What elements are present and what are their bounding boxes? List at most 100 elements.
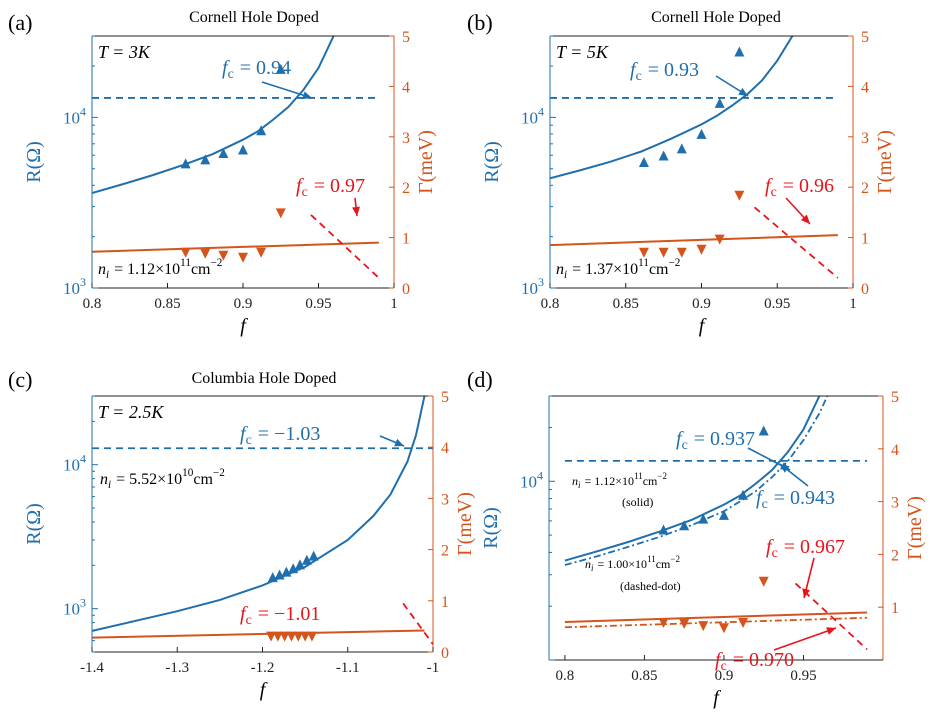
- fc-blue-label: fc = 0.93: [630, 59, 699, 84]
- n: n: [572, 474, 578, 488]
- gamma-critical-line: [310, 214, 380, 279]
- panel-label: (d): [467, 367, 493, 392]
- x-axis-label: f: [699, 315, 707, 337]
- fc-red-label-f: f: [766, 536, 774, 558]
- x-tick-label: 0.9: [715, 668, 734, 684]
- resistance-point: [658, 150, 669, 161]
- y-left-axis-label: R(Ω): [23, 503, 45, 545]
- resistance-point: [275, 63, 286, 74]
- sub: i: [591, 563, 594, 573]
- density-label: ni = 5.52×1010cm−2: [100, 467, 225, 491]
- tick-exp: 4: [538, 104, 544, 118]
- gamma-point: [306, 631, 317, 642]
- density-label-unit: cm: [193, 471, 213, 488]
- resistance-point: [718, 509, 729, 520]
- fc-blue-label-f: f: [630, 59, 638, 81]
- density-label-n: n: [98, 261, 106, 278]
- exp: 11: [634, 471, 643, 481]
- fc-red2-arrow-head: [826, 627, 836, 635]
- resistance-point: [758, 425, 769, 436]
- density-label-unit-exp: −2: [210, 257, 222, 269]
- y-right-tick-label: 5: [861, 29, 869, 46]
- density-label-sub: i: [108, 479, 111, 491]
- unit-exp: −2: [657, 471, 667, 481]
- resistance-fit-line: [92, 396, 426, 632]
- x-tick-label: -1.1: [336, 660, 360, 676]
- fc-red2-label: fc = 0.970: [715, 649, 794, 674]
- chart-title: Columbia Hole Doped: [192, 370, 337, 387]
- x-axis-label: f: [713, 687, 721, 709]
- gamma-fit-dashdot-line: [564, 616, 868, 629]
- density-label-exp: 11: [180, 257, 191, 269]
- gamma-fit-line: [564, 611, 868, 623]
- fc-red-label: fc = −1.01: [240, 603, 320, 628]
- data-layer: [92, 36, 379, 263]
- density-label: ni = 1.12×1011cm−2: [98, 257, 222, 281]
- tick-base: 10: [521, 108, 538, 127]
- resistance-point: [256, 125, 267, 136]
- gamma-point: [275, 208, 286, 219]
- y-right-tick-label: 0: [861, 281, 869, 298]
- resistance-point: [714, 97, 725, 108]
- y-right-tick-label: 5: [402, 29, 410, 46]
- panel-label: (a): [8, 10, 32, 35]
- fc-blue2-label-sub: c: [762, 497, 768, 512]
- x-tick-label: 0.85: [631, 668, 657, 684]
- tick-exp: 4: [80, 452, 86, 466]
- resistance-point: [696, 128, 707, 139]
- resistance-point: [238, 144, 248, 155]
- tick-exp: 3: [80, 596, 86, 610]
- fc-blue-arrow-head: [394, 438, 404, 447]
- y-right-tick-label: 1: [861, 231, 869, 248]
- gamma-point: [200, 248, 211, 259]
- temperature-value: T = 5K: [556, 42, 609, 62]
- fc-red-label: fc = 0.967: [766, 536, 845, 561]
- gamma-critical-line: [794, 582, 868, 651]
- y-left-tick-label: 103: [63, 275, 86, 298]
- resistance-point: [698, 513, 709, 524]
- fc-blue-arrow-head: [302, 91, 312, 100]
- gamma-point: [718, 623, 729, 634]
- tick-base: 10: [520, 472, 537, 491]
- y-right-tick-label: 1: [441, 594, 449, 611]
- y-right-axis-label: Γ(meV): [415, 130, 437, 194]
- gamma-fit-line: [92, 241, 379, 253]
- resistance-point: [679, 520, 690, 531]
- x-tick-label: 0.95: [305, 296, 331, 312]
- x-tick-label: 0.85: [154, 296, 180, 312]
- density-label-n: n: [100, 471, 108, 488]
- density-label-value: = 1.37×10: [572, 261, 638, 278]
- resistance-point: [734, 46, 745, 57]
- resistance-point: [676, 143, 687, 154]
- density-dashdot-label: ni = 1.00×1011cm−2: [585, 554, 680, 573]
- fc-red-label-sub: c: [771, 185, 777, 200]
- x-tick-label: 1: [390, 296, 398, 312]
- resistance-fit-line: [92, 36, 335, 195]
- value: = 1.12×10: [585, 474, 635, 488]
- gamma-point: [658, 247, 669, 258]
- fc-red2-label-f: f: [715, 649, 723, 671]
- resistance-point: [738, 489, 749, 500]
- density-label-unit-exp: −2: [213, 467, 225, 479]
- density-label: ni = 1.37×1011cm−2: [556, 257, 680, 281]
- data-layer: [92, 396, 433, 642]
- y-left-tick-label: 104: [521, 104, 544, 127]
- fc-blue-label-sub: c: [636, 69, 642, 84]
- unit-exp: −2: [670, 554, 680, 564]
- fc-red2-arrow-shaft: [773, 627, 837, 651]
- y-right-tick-label: 3: [861, 130, 869, 147]
- resistance-point: [295, 559, 306, 570]
- resistance-point: [200, 154, 211, 165]
- y-left-axis-label: R(Ω): [23, 141, 45, 183]
- fc-red2-label-value: = 0.970: [733, 649, 794, 671]
- y-right-axis-label: Γ(meV): [874, 130, 896, 194]
- exp: 11: [647, 554, 656, 564]
- x-tick-label: 0.8: [541, 296, 560, 312]
- gamma-point: [734, 190, 745, 201]
- temperature-label: T = 3K: [98, 42, 151, 62]
- fc-blue-label: fc = 0.94: [222, 57, 291, 82]
- temperature-value: T = 2.5K: [98, 402, 164, 422]
- density-solid-label: ni = 1.12×1011cm−2: [572, 471, 667, 490]
- y-right-tick-label: 5: [891, 389, 899, 406]
